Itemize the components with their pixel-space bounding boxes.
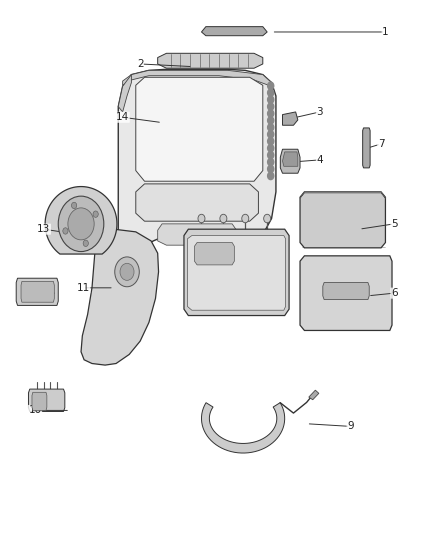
Text: 13: 13 bbox=[37, 224, 50, 234]
Circle shape bbox=[268, 131, 274, 138]
Polygon shape bbox=[136, 77, 263, 181]
Circle shape bbox=[268, 117, 274, 124]
Text: 8: 8 bbox=[224, 246, 231, 255]
Text: 4: 4 bbox=[316, 155, 323, 165]
Circle shape bbox=[268, 165, 274, 173]
Text: 10: 10 bbox=[28, 406, 42, 415]
Polygon shape bbox=[300, 256, 392, 330]
Polygon shape bbox=[300, 192, 385, 248]
Circle shape bbox=[220, 214, 227, 223]
Text: 5: 5 bbox=[391, 219, 398, 229]
Polygon shape bbox=[300, 192, 385, 198]
Polygon shape bbox=[184, 229, 289, 316]
Polygon shape bbox=[81, 229, 159, 365]
Circle shape bbox=[268, 158, 274, 166]
Polygon shape bbox=[21, 281, 54, 302]
Circle shape bbox=[268, 124, 274, 131]
Polygon shape bbox=[309, 390, 319, 400]
Polygon shape bbox=[16, 278, 58, 305]
Polygon shape bbox=[187, 236, 286, 310]
Polygon shape bbox=[363, 128, 370, 168]
Text: 12: 12 bbox=[24, 288, 37, 298]
Circle shape bbox=[268, 82, 274, 90]
Text: 2: 2 bbox=[137, 59, 144, 69]
Circle shape bbox=[268, 110, 274, 117]
Polygon shape bbox=[283, 152, 298, 166]
Circle shape bbox=[268, 103, 274, 110]
Text: 14: 14 bbox=[116, 112, 129, 122]
Circle shape bbox=[268, 172, 274, 180]
Polygon shape bbox=[280, 149, 300, 173]
Text: 3: 3 bbox=[316, 107, 323, 117]
Polygon shape bbox=[283, 112, 298, 125]
Polygon shape bbox=[136, 184, 258, 221]
Polygon shape bbox=[158, 224, 237, 245]
Polygon shape bbox=[118, 69, 276, 285]
Text: 9: 9 bbox=[347, 422, 354, 431]
Circle shape bbox=[93, 211, 98, 217]
Circle shape bbox=[268, 144, 274, 152]
Circle shape bbox=[115, 257, 139, 287]
Circle shape bbox=[268, 138, 274, 145]
Polygon shape bbox=[118, 75, 131, 112]
Polygon shape bbox=[32, 392, 47, 410]
Text: 6: 6 bbox=[391, 288, 398, 298]
Polygon shape bbox=[201, 27, 267, 36]
Polygon shape bbox=[323, 282, 369, 300]
Text: 11: 11 bbox=[77, 283, 90, 293]
Polygon shape bbox=[194, 243, 234, 265]
Text: 7: 7 bbox=[378, 139, 385, 149]
Circle shape bbox=[268, 89, 274, 96]
Circle shape bbox=[242, 214, 249, 223]
Circle shape bbox=[71, 202, 77, 208]
Polygon shape bbox=[28, 389, 65, 411]
Text: 1: 1 bbox=[382, 27, 389, 37]
Circle shape bbox=[198, 214, 205, 223]
Polygon shape bbox=[45, 187, 117, 254]
Circle shape bbox=[268, 151, 274, 159]
Circle shape bbox=[58, 196, 104, 252]
Circle shape bbox=[120, 263, 134, 280]
Circle shape bbox=[68, 208, 94, 240]
Circle shape bbox=[268, 96, 274, 103]
Circle shape bbox=[83, 240, 88, 246]
Circle shape bbox=[63, 228, 68, 234]
Polygon shape bbox=[158, 53, 263, 68]
Circle shape bbox=[264, 214, 271, 223]
Polygon shape bbox=[123, 70, 272, 86]
Polygon shape bbox=[201, 402, 285, 453]
